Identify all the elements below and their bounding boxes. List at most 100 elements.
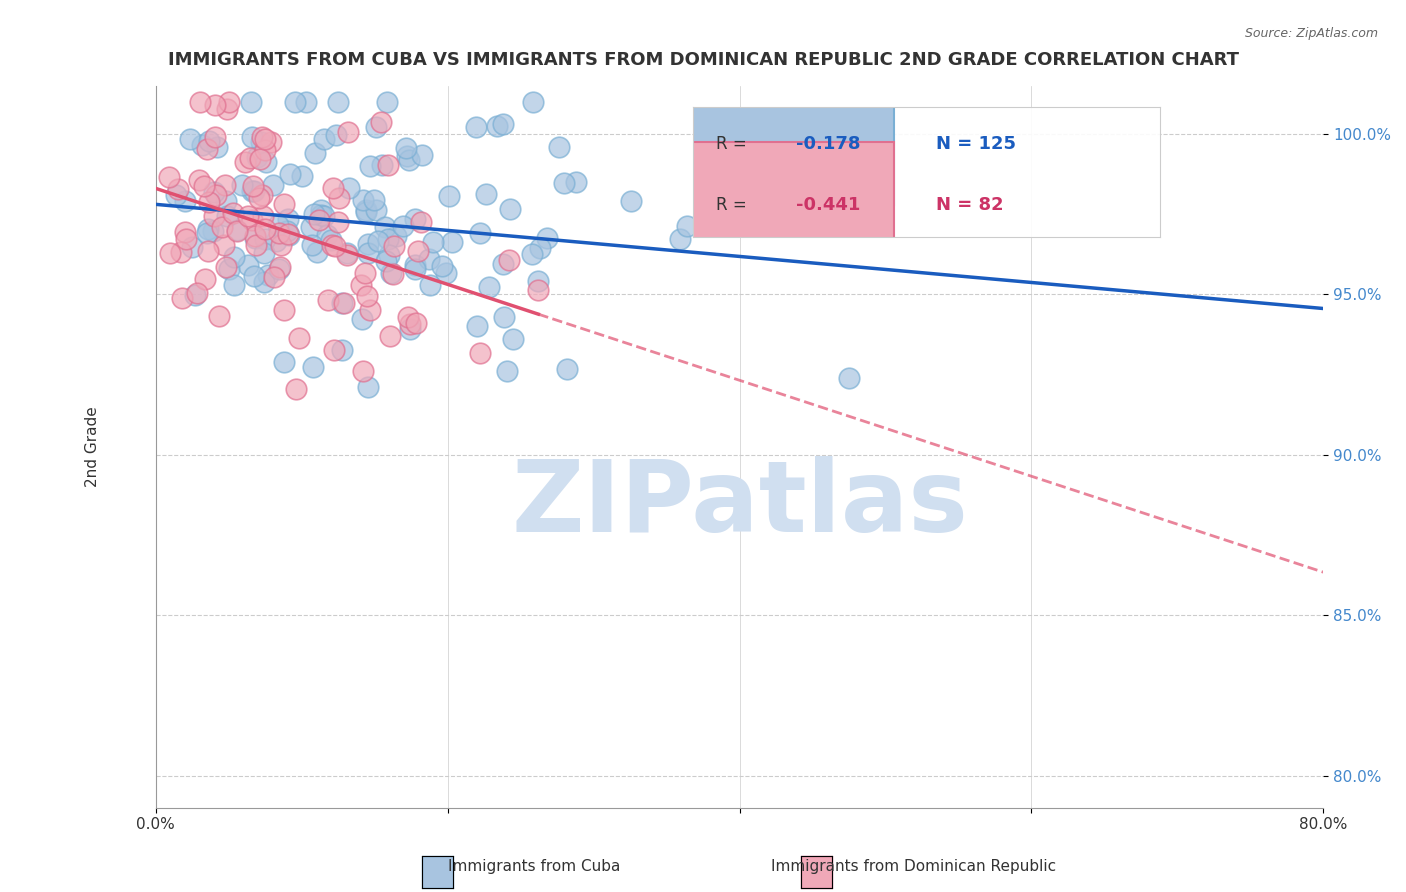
Immigrants from Cuba (273, 354, 295, 368)
Immigrants from Cuba (553, 176, 575, 190)
Immigrants from Cuba (363, 193, 385, 207)
Immigrants from Cuba (263, 178, 285, 192)
Immigrants from Cuba (240, 184, 263, 198)
Immigrants from Cuba (191, 138, 214, 153)
Immigrants from Cuba (225, 223, 247, 237)
Immigrants from Dominican Republic (249, 153, 271, 167)
Immigrants from Cuba (231, 178, 253, 192)
Immigrants from Cuba (467, 318, 489, 333)
Immigrants from Cuba (278, 167, 301, 181)
Immigrants from Cuba (299, 219, 322, 234)
Immigrants from Cuba (620, 194, 643, 208)
Immigrants from Cuba (254, 154, 277, 169)
Immigrants from Cuba (536, 231, 558, 245)
Immigrants from Cuba (440, 235, 463, 249)
Immigrants from Dominican Republic (159, 246, 181, 260)
Immigrants from Cuba (330, 343, 353, 357)
Immigrants from Dominican Republic (217, 103, 239, 117)
Text: IMMIGRANTS FROM CUBA VS IMMIGRANTS FROM DOMINICAN REPUBLIC 2ND GRADE CORRELATION: IMMIGRANTS FROM CUBA VS IMMIGRANTS FROM … (167, 51, 1239, 69)
Immigrants from Cuba (240, 129, 263, 144)
Immigrants from Dominican Republic (247, 191, 270, 205)
Immigrants from Cuba (391, 219, 413, 234)
Immigrants from Cuba (495, 363, 517, 377)
Immigrants from Cuba (276, 224, 298, 238)
Immigrants from Dominican Republic (260, 135, 283, 149)
Immigrants from Cuba (283, 95, 305, 109)
Immigrants from Dominican Republic (381, 267, 404, 281)
Immigrants from Cuba (371, 158, 394, 172)
Immigrants from Cuba (675, 219, 697, 233)
Immigrants from Dominican Republic (204, 130, 226, 145)
Immigrants from Cuba (367, 234, 389, 248)
Immigrants from Dominican Republic (215, 260, 238, 275)
Immigrants from Dominican Republic (226, 224, 249, 238)
Immigrants from Cuba (245, 231, 267, 245)
Immigrants from Dominican Republic (406, 244, 429, 258)
Immigrants from Cuba (202, 224, 225, 238)
Immigrants from Dominican Republic (316, 293, 339, 308)
Immigrants from Dominican Republic (322, 181, 344, 195)
Immigrants from Cuba (502, 332, 524, 346)
Immigrants from Dominican Republic (250, 187, 273, 202)
Immigrants from Cuba (330, 295, 353, 310)
Immigrants from Dominican Republic (167, 182, 190, 196)
Immigrants from Cuba (295, 95, 318, 109)
Immigrants from Dominican Republic (252, 129, 274, 144)
Immigrants from Cuba (180, 240, 202, 254)
Immigrants from Cuba (198, 134, 221, 148)
Immigrants from Dominican Republic (377, 158, 399, 172)
Immigrants from Cuba (359, 159, 381, 173)
Immigrants from Cuba (356, 205, 378, 219)
Immigrants from Cuba (165, 188, 187, 202)
Immigrants from Cuba (215, 194, 238, 209)
Immigrants from Dominican Republic (245, 237, 267, 252)
Immigrants from Cuba (222, 277, 245, 292)
Immigrants from Dominican Republic (277, 227, 299, 242)
Immigrants from Dominican Republic (253, 143, 276, 157)
Immigrants from Cuba (197, 221, 219, 235)
Immigrants from Dominican Republic (333, 296, 356, 310)
Immigrants from Dominican Republic (336, 125, 359, 139)
Immigrants from Dominican Republic (242, 178, 264, 193)
Immigrants from Dominican Republic (498, 253, 520, 268)
Text: Immigrants from Cuba: Immigrants from Cuba (449, 859, 620, 874)
Immigrants from Dominican Republic (186, 285, 208, 300)
Immigrants from Dominican Republic (405, 316, 427, 330)
Immigrants from Cuba (314, 132, 336, 146)
Immigrants from Cuba (254, 232, 277, 246)
Immigrants from Cuba (311, 208, 333, 222)
Immigrants from Cuba (418, 252, 440, 266)
Immigrants from Cuba (364, 202, 387, 217)
Immigrants from Cuba (825, 208, 848, 222)
Immigrants from Cuba (520, 247, 543, 261)
Immigrants from Cuba (374, 254, 396, 268)
Immigrants from Dominican Republic (353, 266, 375, 280)
Immigrants from Dominican Republic (356, 289, 378, 303)
Immigrants from Cuba (301, 360, 323, 375)
Immigrants from Cuba (356, 203, 378, 218)
Immigrants from Cuba (399, 322, 422, 336)
Immigrants from Cuba (364, 120, 387, 134)
Immigrants from Dominican Republic (323, 343, 346, 358)
Immigrants from Dominican Republic (321, 238, 343, 252)
Immigrants from Cuba (309, 203, 332, 218)
Immigrants from Cuba (522, 95, 544, 109)
Immigrants from Cuba (301, 237, 323, 252)
Immigrants from Cuba (422, 235, 444, 249)
Immigrants from Cuba (419, 277, 441, 292)
Immigrants from Dominican Republic (396, 310, 419, 324)
Immigrants from Cuba (374, 220, 396, 235)
Immigrants from Dominican Republic (468, 346, 491, 360)
Immigrants from Cuba (243, 268, 266, 283)
Immigrants from Cuba (195, 226, 218, 240)
Immigrants from Dominican Republic (214, 178, 236, 193)
Immigrants from Cuba (404, 212, 426, 227)
Immigrants from Dominican Republic (326, 215, 349, 229)
Immigrants from Dominican Republic (204, 188, 226, 202)
Immigrants from Cuba (302, 207, 325, 221)
Immigrants from Dominican Republic (399, 317, 422, 331)
Immigrants from Cuba (378, 248, 401, 262)
Immigrants from Cuba (312, 210, 335, 224)
Immigrants from Cuba (492, 117, 515, 131)
Immigrants from Dominican Republic (273, 302, 295, 317)
